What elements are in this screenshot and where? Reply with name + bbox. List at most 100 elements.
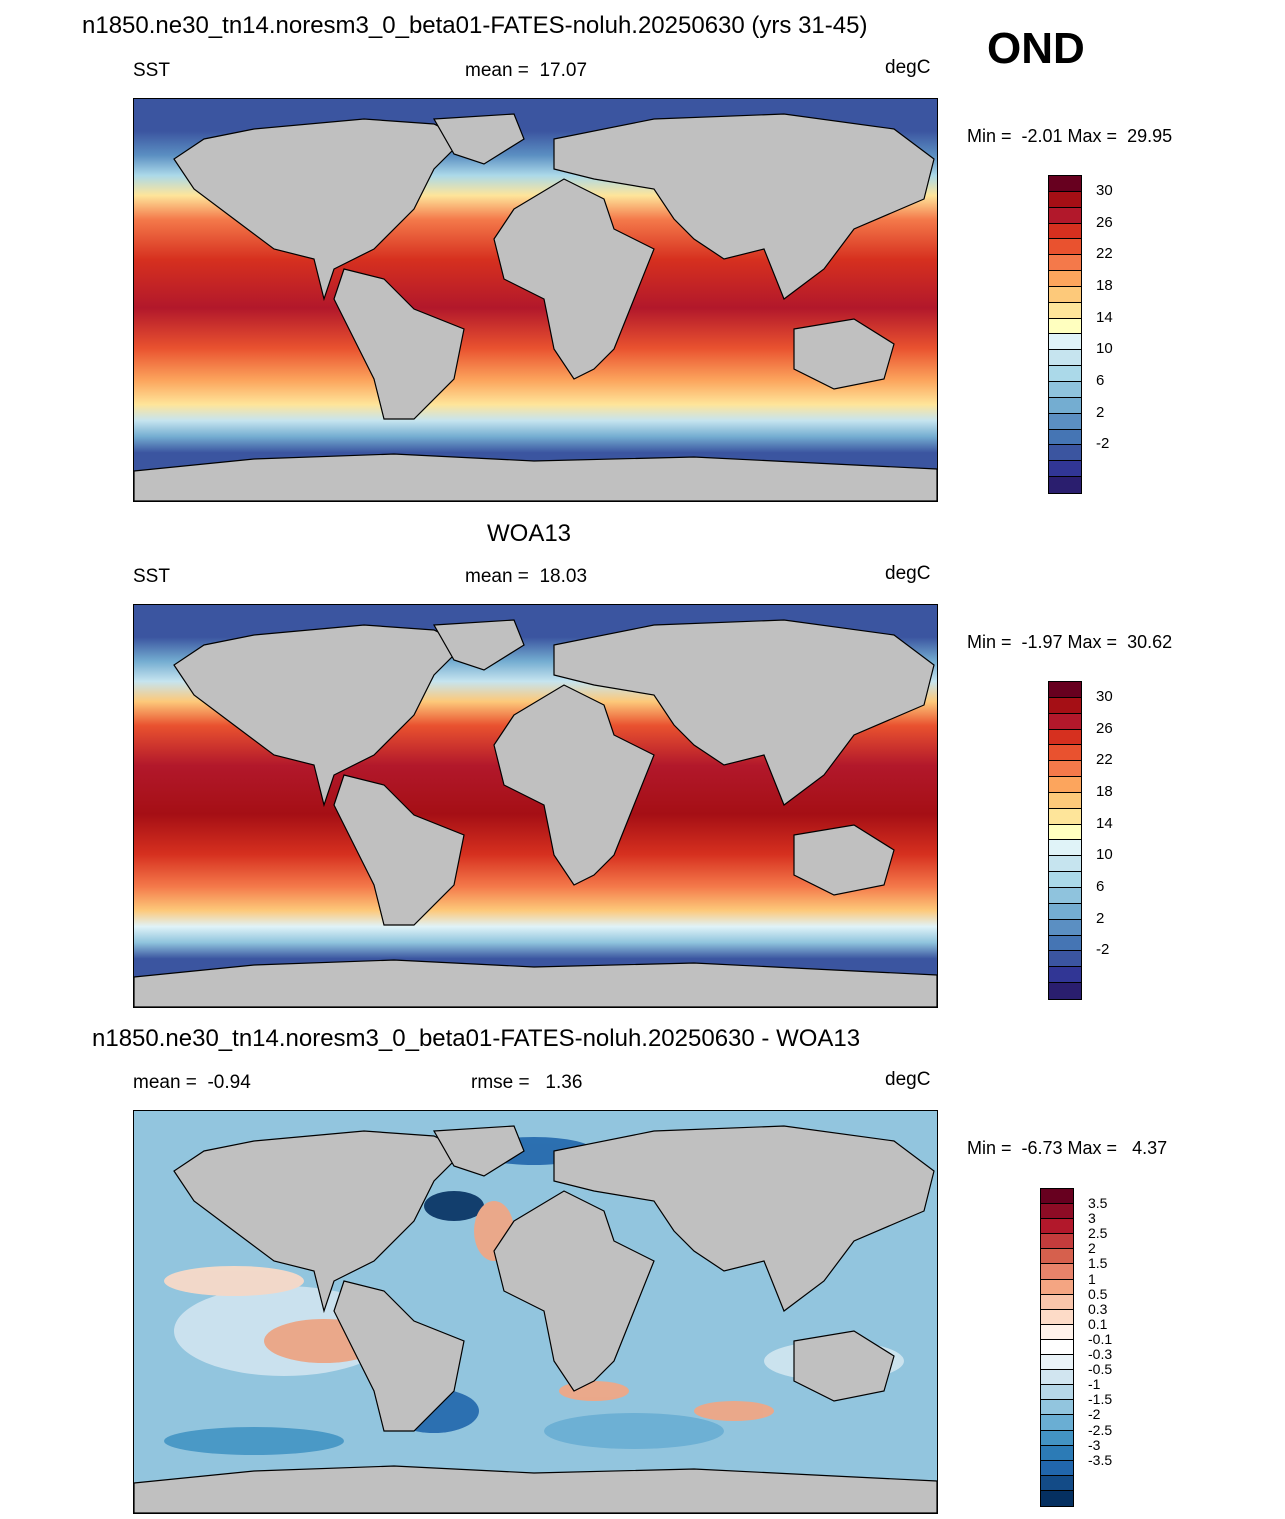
difference-map — [133, 1110, 938, 1514]
colorbar-tick-label: 26 — [1096, 213, 1113, 231]
colorbar-segment — [1041, 1324, 1073, 1340]
colorbar-segment — [1041, 1460, 1073, 1476]
colorbar-segment — [1041, 1279, 1073, 1295]
colorbar-tick-label: 0.1 — [1088, 1315, 1108, 1332]
colorbar-tick-label: 3 — [1088, 1210, 1096, 1227]
colorbar-segment — [1041, 1234, 1073, 1250]
colorbar-tick-label: -3.5 — [1088, 1451, 1113, 1468]
colorbar-tick-label: 18 — [1096, 782, 1113, 800]
colorbar-segment — [1049, 271, 1081, 287]
panel3-minmax: Min = -6.73 Max = 4.37 — [967, 1138, 1168, 1158]
colorbar-segment — [1049, 713, 1081, 730]
colorbar-segment — [1041, 1309, 1073, 1325]
colorbar-segment — [1049, 477, 1081, 493]
panel1-mean-label: mean = 17.07 — [465, 60, 588, 81]
colorbar-segment — [1049, 887, 1081, 904]
colorbar-segment — [1041, 1294, 1073, 1310]
panel2-title: WOA13 — [487, 520, 572, 547]
colorbar-tick-label: -2 — [1096, 435, 1110, 453]
colorbar-tick-label: 18 — [1096, 276, 1113, 294]
panel2-variable-label: SST — [133, 566, 170, 587]
colorbar-segment — [1049, 381, 1081, 398]
colorbar-segment — [1049, 176, 1081, 192]
colorbar-tick-label: 10 — [1096, 846, 1113, 864]
colorbar-segment — [1049, 350, 1081, 367]
colorbar-segment — [1049, 935, 1081, 952]
colorbar-segment — [1049, 745, 1081, 762]
colorbar-tick-label: -2 — [1096, 941, 1110, 959]
colorbar-segment — [1041, 1189, 1073, 1205]
colorbar-tick-label: 6 — [1096, 878, 1105, 896]
colorbar-tick-label: -2.5 — [1088, 1421, 1113, 1438]
colorbar-segment — [1049, 697, 1081, 714]
colorbar-segment — [1041, 1264, 1073, 1280]
panel3-colorbar — [1040, 1188, 1074, 1507]
colorbar-segment — [1049, 983, 1081, 999]
colorbar-tick-label: 30 — [1096, 181, 1113, 199]
colorbar-segment — [1049, 429, 1081, 446]
colorbar-segment — [1049, 840, 1081, 857]
colorbar-segment — [1041, 1415, 1073, 1431]
colorbar-tick-label: 1 — [1088, 1270, 1096, 1287]
colorbar-segment — [1041, 1355, 1073, 1371]
woa13-sst-map — [133, 604, 938, 1008]
panel3-rmse-label: rmse = 1.36 — [471, 1072, 583, 1093]
colorbar-tick-label: 2 — [1096, 909, 1105, 927]
panel2-colorbar — [1048, 681, 1082, 1000]
colorbar-tick-label: -0.3 — [1088, 1346, 1113, 1363]
colorbar-tick-label: 14 — [1096, 814, 1113, 832]
colorbar-segment — [1049, 366, 1081, 382]
colorbar-tick-label: 2 — [1096, 403, 1105, 421]
colorbar-segment — [1049, 872, 1081, 888]
colorbar-segment — [1041, 1249, 1073, 1265]
panel2-minmax: Min = -1.97 Max = 30.62 — [967, 632, 1173, 652]
colorbar-segment — [1049, 856, 1081, 873]
colorbar-segment — [1049, 903, 1081, 920]
colorbar-segment — [1049, 397, 1081, 414]
colorbar-segment — [1041, 1385, 1073, 1401]
colorbar-segment — [1049, 255, 1081, 272]
panel1-minmax: Min = -2.01 Max = 29.95 — [967, 126, 1173, 146]
colorbar-tick-label: 26 — [1096, 719, 1113, 737]
colorbar-segment — [1049, 461, 1081, 478]
colorbar-segment — [1049, 792, 1081, 809]
colorbar-segment — [1041, 1219, 1073, 1235]
colorbar-segment — [1049, 729, 1081, 746]
colorbar-segment — [1041, 1204, 1073, 1220]
colorbar-segment — [1049, 761, 1081, 778]
panel1-unit-label: degC — [885, 57, 931, 78]
colorbar-segment — [1049, 682, 1081, 698]
colorbar-segment — [1049, 445, 1081, 462]
colorbar-segment — [1049, 286, 1081, 303]
colorbar-segment — [1041, 1370, 1073, 1386]
colorbar-tick-label: -1 — [1088, 1376, 1101, 1393]
panel3-unit-label: degC — [885, 1069, 931, 1090]
colorbar-tick-label: -0.1 — [1088, 1330, 1113, 1347]
colorbar-segment — [1049, 967, 1081, 984]
panel2-unit-label: degC — [885, 563, 931, 584]
colorbar-segment — [1049, 302, 1081, 319]
colorbar-segment — [1049, 334, 1081, 351]
panel1-variable-label: SST — [133, 60, 170, 81]
colorbar-tick-label: 6 — [1096, 372, 1105, 390]
colorbar-tick-label: 2.5 — [1088, 1225, 1108, 1242]
colorbar-segment — [1041, 1490, 1073, 1506]
colorbar-segment — [1049, 808, 1081, 825]
model-sst-map — [133, 98, 938, 502]
colorbar-segment — [1049, 824, 1081, 841]
figure-title: n1850.ne30_tn14.noresm3_0_beta01-FATES-n… — [82, 12, 868, 39]
colorbar-segment — [1041, 1430, 1073, 1446]
season-label: OND — [987, 24, 1085, 73]
colorbar-tick-label: 1.5 — [1088, 1255, 1108, 1272]
colorbar-tick-label: 2 — [1088, 1240, 1096, 1257]
colorbar-tick-label: 14 — [1096, 308, 1113, 326]
panel1-colorbar — [1048, 175, 1082, 494]
colorbar-tick-label: 0.5 — [1088, 1285, 1108, 1302]
colorbar-segment — [1041, 1475, 1073, 1491]
colorbar-tick-label: 0.3 — [1088, 1300, 1108, 1317]
colorbar-tick-label: -1.5 — [1088, 1391, 1113, 1408]
colorbar-segment — [1041, 1400, 1073, 1416]
panel3-title: n1850.ne30_tn14.noresm3_0_beta01-FATES-n… — [92, 1025, 861, 1052]
colorbar-segment — [1049, 951, 1081, 968]
colorbar-segment — [1049, 191, 1081, 208]
